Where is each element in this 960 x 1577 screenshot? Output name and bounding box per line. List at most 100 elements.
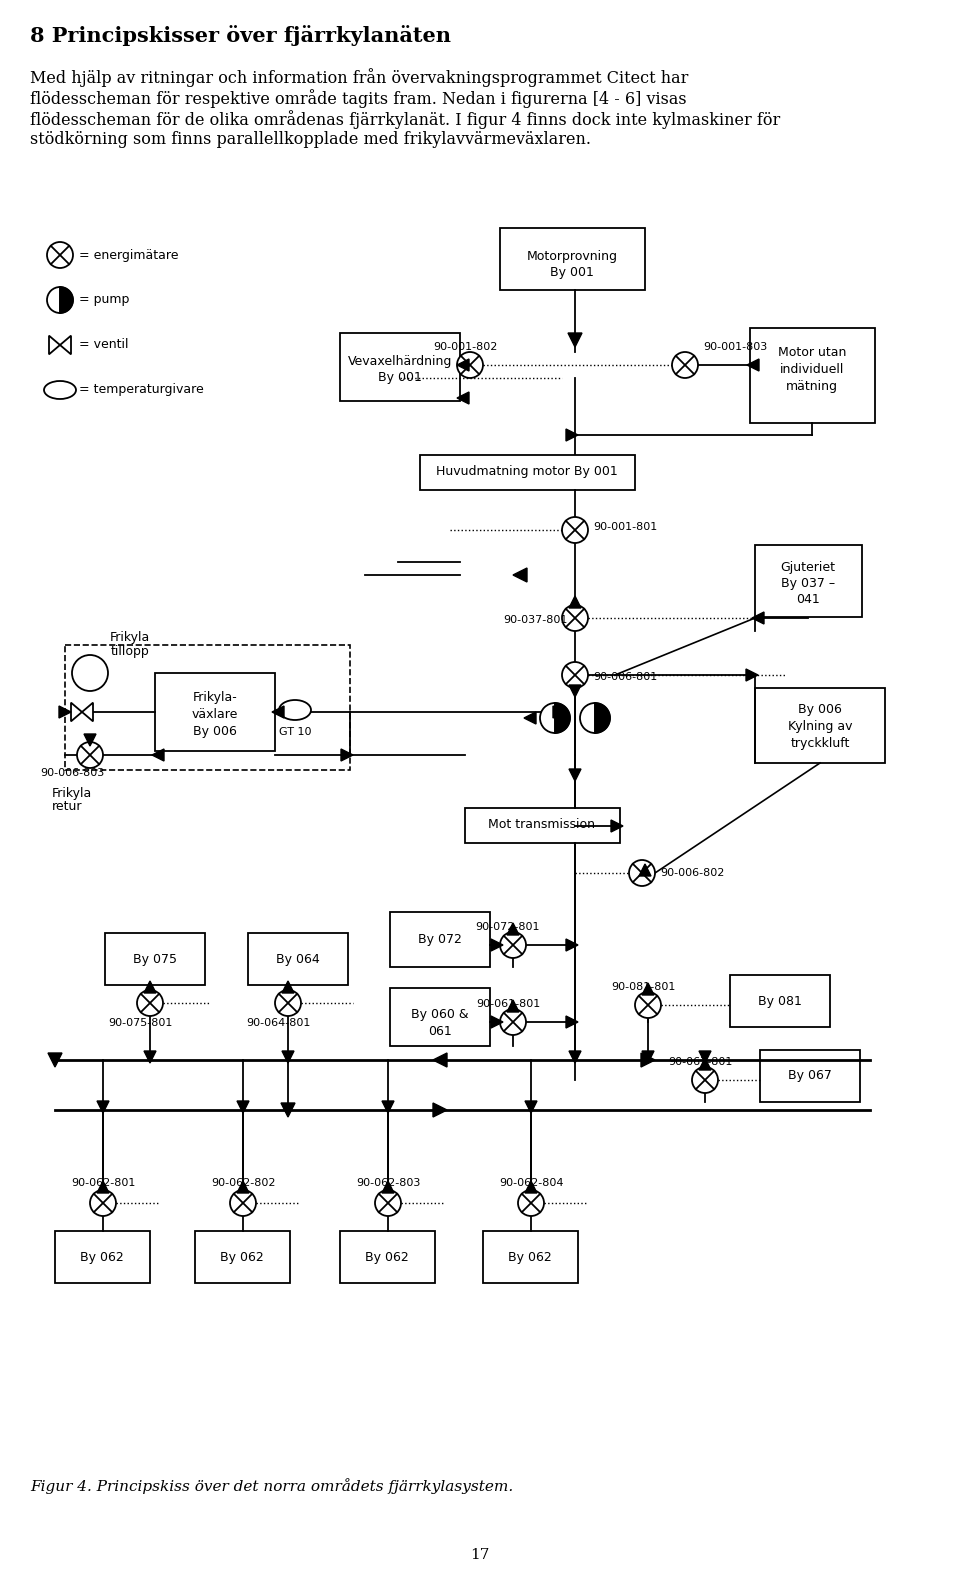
Circle shape	[562, 662, 588, 688]
Circle shape	[500, 932, 526, 957]
Polygon shape	[566, 429, 578, 442]
Polygon shape	[382, 1181, 394, 1192]
Text: By 062: By 062	[220, 1251, 264, 1263]
Polygon shape	[566, 938, 578, 951]
Text: 17: 17	[470, 1549, 490, 1561]
Text: retur: retur	[52, 801, 83, 814]
Bar	[105, 934, 205, 986]
Text: Mot transmission: Mot transmission	[489, 818, 595, 831]
Text: tryckkluft: tryckkluft	[790, 736, 850, 751]
Text: stödkörning som finns parallellkopplade med frikylavvärmeväxlaren.: stödkörning som finns parallellkopplade …	[30, 131, 591, 148]
Bar	[730, 975, 830, 1027]
Circle shape	[77, 743, 103, 768]
Circle shape	[500, 1009, 526, 1035]
Text: växlare: växlare	[192, 708, 238, 721]
Polygon shape	[341, 749, 353, 762]
Text: Kylning av: Kylning av	[788, 721, 852, 733]
Text: By 001: By 001	[378, 371, 422, 385]
Polygon shape	[457, 360, 469, 371]
Circle shape	[47, 287, 73, 312]
Text: By 067: By 067	[788, 1069, 832, 1082]
Text: 90-062-802: 90-062-802	[211, 1178, 276, 1187]
Polygon shape	[457, 393, 469, 404]
Text: By 072: By 072	[418, 932, 462, 946]
Polygon shape	[282, 1050, 294, 1063]
Bar	[760, 1050, 860, 1102]
Text: = pump: = pump	[79, 293, 130, 306]
Text: 90-061-801: 90-061-801	[476, 998, 540, 1009]
Text: Vevaxelhärdning: Vevaxelhärdning	[348, 355, 452, 367]
Text: 90-075-801: 90-075-801	[108, 1019, 172, 1028]
Circle shape	[540, 703, 570, 733]
Polygon shape	[507, 923, 519, 935]
Polygon shape	[152, 749, 164, 762]
Bar	[755, 546, 862, 617]
Text: Med hjälp av ritningar och information från övervakningsprogrammet Citect har: Med hjälp av ritningar och information f…	[30, 68, 688, 87]
Circle shape	[137, 990, 163, 1016]
Polygon shape	[553, 706, 565, 718]
Polygon shape	[513, 568, 527, 582]
Polygon shape	[641, 1053, 655, 1068]
Text: 90-006-802: 90-006-802	[660, 867, 725, 878]
Circle shape	[47, 241, 73, 268]
Text: By 075: By 075	[133, 953, 177, 965]
Text: 90-062-804: 90-062-804	[499, 1178, 564, 1187]
Bar	[750, 328, 875, 423]
Text: mätning: mätning	[786, 380, 838, 393]
Text: Frikyla: Frikyla	[52, 787, 92, 800]
Polygon shape	[282, 981, 294, 994]
Text: Motorprovning: Motorprovning	[526, 251, 617, 263]
Text: By 081: By 081	[758, 995, 802, 1008]
Bar	[390, 989, 490, 1046]
Bar	[340, 333, 460, 401]
Text: 90-001-801: 90-001-801	[593, 522, 658, 531]
Text: 041: 041	[796, 593, 820, 606]
Bar	[390, 912, 490, 967]
Polygon shape	[84, 733, 96, 746]
Bar	[55, 1232, 150, 1284]
Text: 90-081-801: 90-081-801	[611, 982, 675, 992]
Text: tillopp: tillopp	[110, 645, 150, 659]
Polygon shape	[237, 1181, 249, 1192]
Ellipse shape	[44, 382, 76, 399]
Text: By 062: By 062	[80, 1251, 124, 1263]
Text: 90-067-801: 90-067-801	[668, 1057, 732, 1068]
Text: 90-006-803: 90-006-803	[40, 768, 104, 777]
Text: 061: 061	[428, 1025, 452, 1038]
Polygon shape	[144, 1050, 156, 1063]
Polygon shape	[699, 1050, 711, 1063]
Text: Motor utan: Motor utan	[778, 345, 846, 360]
Polygon shape	[71, 703, 82, 721]
Polygon shape	[60, 287, 73, 312]
Text: By 064: By 064	[276, 953, 320, 965]
Text: Frikyla: Frikyla	[109, 631, 150, 645]
Polygon shape	[491, 938, 503, 951]
Text: individuell: individuell	[780, 363, 844, 375]
Polygon shape	[566, 1016, 578, 1028]
Polygon shape	[281, 1102, 295, 1117]
Polygon shape	[642, 982, 654, 995]
Polygon shape	[82, 703, 93, 721]
Polygon shape	[48, 1053, 62, 1068]
Text: Gjuteriet: Gjuteriet	[780, 561, 835, 574]
Polygon shape	[97, 1181, 109, 1192]
Bar	[420, 456, 635, 490]
Text: Frikyla-: Frikyla-	[193, 691, 237, 703]
Text: 90-037-801: 90-037-801	[503, 615, 567, 624]
Text: 90-064-801: 90-064-801	[246, 1019, 310, 1028]
Text: By 062: By 062	[365, 1251, 409, 1263]
Text: GT 10: GT 10	[278, 727, 311, 736]
Polygon shape	[237, 1101, 249, 1113]
Bar	[195, 1232, 290, 1284]
Text: By 001: By 001	[550, 267, 594, 279]
Polygon shape	[491, 1016, 503, 1028]
Polygon shape	[611, 820, 623, 833]
Text: By 062: By 062	[508, 1251, 552, 1263]
Bar	[248, 934, 348, 986]
Text: flödesscheman för respektive område tagits fram. Nedan i figurerna [4 - 6] visas: flödesscheman för respektive område tagi…	[30, 88, 686, 107]
Bar	[340, 1232, 435, 1284]
Text: = temperaturgivare: = temperaturgivare	[79, 383, 204, 396]
Polygon shape	[568, 333, 582, 347]
Text: By 006: By 006	[798, 703, 842, 716]
Circle shape	[518, 1191, 544, 1216]
